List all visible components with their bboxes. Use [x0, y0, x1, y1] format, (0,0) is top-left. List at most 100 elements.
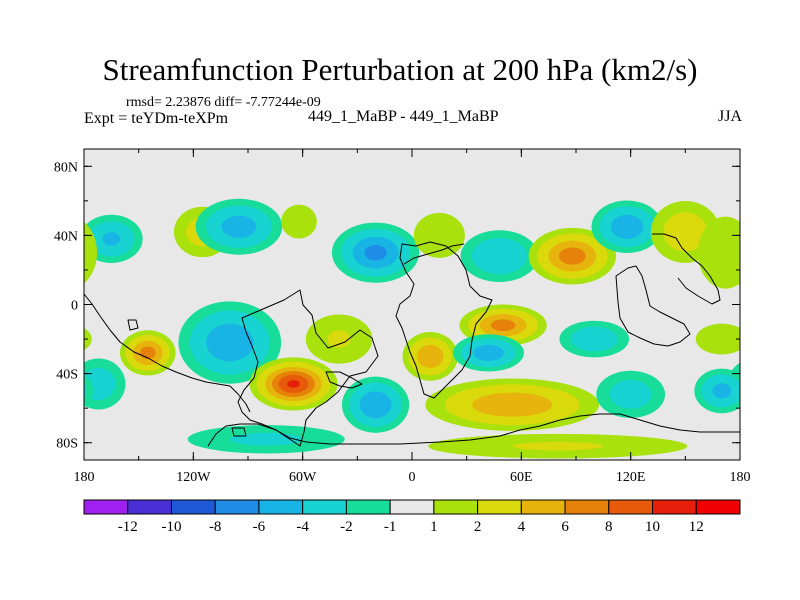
anomaly-contour-band — [697, 216, 740, 289]
anomaly-26 — [428, 433, 688, 459]
anomaly-contour-band — [472, 392, 553, 417]
anomaly-13 — [178, 301, 282, 384]
anomaly-17 — [341, 376, 410, 433]
colorbar-swatch — [214, 499, 260, 515]
colorbar-swatch — [695, 499, 741, 515]
colorbar-swatch — [608, 499, 654, 515]
colorbar-swatch — [258, 499, 304, 515]
contour-field — [84, 198, 740, 459]
anomaly-16 — [305, 314, 373, 364]
x-tick-label: 60W — [289, 470, 317, 485]
colorbar-swatch — [564, 499, 610, 515]
coastline-north-america — [84, 293, 231, 387]
anomaly-23 — [596, 370, 666, 418]
colorbar-swatch — [83, 499, 129, 515]
anomaly-contour-band — [84, 383, 87, 399]
colorbar-swatch — [389, 499, 435, 515]
anomaly-contour-band — [512, 441, 603, 451]
axis-ticks: 180 120W 60W 0 60E 120E 180 80N 40N 0 40S 80S — [54, 149, 751, 485]
experiment-label: Expt = teYDm-teXPm — [84, 110, 229, 127]
coastline-south-america — [237, 289, 379, 447]
coastline-east-asia — [652, 233, 721, 305]
anomaly-contour-band — [221, 215, 257, 238]
colorbar-label: 4 — [518, 519, 526, 535]
anomaly-contour-band — [364, 244, 387, 261]
colorbar-label: 2 — [474, 519, 482, 535]
anomaly-contour-band — [610, 214, 644, 239]
anomaly-contour-band — [490, 319, 516, 332]
colorbar-swatch — [477, 499, 522, 515]
anomaly-contour-band — [84, 222, 98, 284]
colorbar-label: -10 — [161, 519, 181, 535]
anomaly-20 — [453, 334, 525, 372]
anomaly-contour-band — [206, 323, 254, 362]
x-tick-label: 180 — [730, 470, 751, 485]
x-tick-label: 0 — [409, 470, 416, 485]
colorbar-swatch — [345, 499, 391, 515]
anomaly-2 — [195, 198, 283, 255]
anomaly-contour-band — [230, 432, 303, 446]
anomaly-0 — [84, 214, 740, 263]
colorbar-label: -4 — [296, 519, 309, 535]
colorbar-swatch — [652, 499, 697, 515]
anomaly-25 — [187, 425, 345, 454]
anomaly-contour-band — [737, 375, 740, 393]
chart-title: Streamfunction Perturbation at 200 hPa (… — [102, 52, 698, 87]
anomaly-12 — [119, 330, 176, 376]
anomaly-contour-band — [359, 391, 392, 419]
y-tick-label: 40S — [56, 368, 78, 383]
anomaly-10 — [84, 216, 740, 289]
colorbar-swatch — [433, 499, 479, 515]
coastline-central-america — [229, 385, 251, 413]
coastline-europe — [403, 243, 465, 265]
anomaly-3 — [281, 204, 317, 239]
anomaly-8 — [591, 200, 663, 253]
anomaly-contour-band — [609, 380, 652, 409]
anomaly-contour-band — [559, 247, 586, 265]
colorbar-label: 1 — [430, 519, 438, 535]
anomaly-15 — [249, 357, 338, 411]
colorbar-label: -8 — [209, 519, 222, 535]
colorbar-swatch — [520, 499, 566, 515]
anomaly-contour-band — [736, 227, 740, 251]
x-tick-label: 180 — [74, 470, 95, 485]
colorbar-swatch — [170, 499, 216, 515]
x-tick-label: 60E — [510, 470, 533, 485]
y-tick-label: 80N — [54, 160, 78, 175]
anomaly-21 — [559, 320, 630, 358]
anomaly-contour-band — [281, 204, 317, 239]
anomaly-contour-band — [102, 232, 121, 246]
coastline-island-2 — [231, 427, 247, 437]
season-label: JJA — [717, 108, 742, 125]
anomaly-5 — [413, 212, 465, 258]
anomaly-contour-band — [413, 212, 465, 258]
anomaly-6 — [460, 230, 539, 282]
colorbar-label: 6 — [561, 519, 569, 535]
anomaly-18 — [402, 331, 458, 381]
anomaly-contour-band — [471, 237, 527, 275]
colorbar-label: 8 — [605, 519, 613, 535]
coastlines — [84, 233, 740, 447]
anomaly-24 — [84, 368, 740, 414]
case-label: 449_1_MaBP - 449_1_MaBP — [308, 108, 499, 125]
colorbar-label: 12 — [689, 519, 704, 535]
anomaly-contour-band — [417, 344, 444, 368]
anomaly-contour-band — [327, 330, 351, 348]
colorbar-label: 10 — [645, 519, 660, 535]
anomaly-contour-band — [570, 326, 618, 352]
x-tick-label: 120E — [616, 470, 646, 485]
y-tick-label: 40N — [54, 229, 78, 244]
coastline-antarctica — [207, 413, 740, 447]
y-tick-label: 0 — [71, 299, 78, 314]
anomaly-contour-band — [663, 212, 708, 252]
colorbar: -12 -10 -8 -6 -4 -2 -1 1 2 4 6 8 10 12 — [83, 499, 741, 535]
coastline-greenland — [325, 371, 363, 389]
anomaly-contour-band — [84, 374, 94, 408]
colorbar-label: -12 — [118, 519, 138, 535]
anomaly-22 — [425, 378, 600, 431]
anomaly-contour-band — [712, 383, 732, 399]
colorbar-label: -1 — [384, 519, 397, 535]
anomaly-4 — [331, 222, 420, 283]
stats-text: rmsd= 2.23876 diff= -7.77244e-09 — [126, 95, 321, 110]
